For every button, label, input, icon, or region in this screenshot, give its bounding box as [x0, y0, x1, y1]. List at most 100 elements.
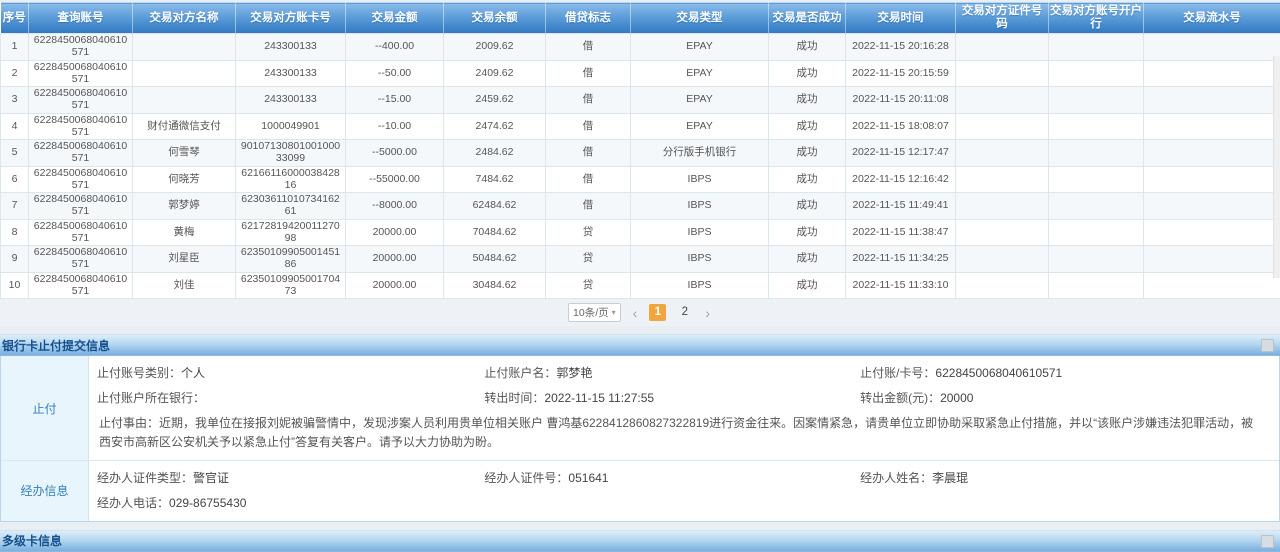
cell-dc-flag: 借: [545, 139, 631, 167]
cell-counterparty-id: [955, 245, 1049, 273]
cell-counterparty-card: 6235010990500145186: [235, 245, 346, 273]
cell-success: 成功: [768, 192, 846, 220]
cell-serial: [1143, 245, 1280, 273]
cell-type: EPAY: [630, 59, 769, 88]
field-label: 经办人姓名：: [860, 470, 933, 485]
column-header-counterparty-card: 交易对方账卡号: [235, 1, 346, 34]
column-header-amount: 交易金额: [345, 1, 444, 34]
cell-type: EPAY: [630, 33, 769, 61]
info-field: 经办人证件号：051641: [484, 469, 860, 486]
field-value: 郭梦艳: [556, 366, 593, 381]
stop-payment-reason-text: 止付事由：近期，我单位在接报刘妮被骗警情中，发现涉案人员利用贵单位相关账户 曹鸿…: [99, 416, 1254, 450]
transactions-table: 序号 查询账号 交易对方名称 交易对方账卡号 交易金额 交易余额 借贷标志 交易…: [0, 1, 1280, 300]
info-field: 止付账户名：郭梦艳: [484, 364, 860, 381]
transaction-row: 3 6228450068040610571 243300133 --15.00 …: [0, 86, 1280, 114]
cell-query-account: 6228450068040610571: [28, 165, 133, 194]
cell-counterparty-bank: [1048, 245, 1144, 273]
cell-amount: --50.00: [345, 59, 444, 88]
cell-counterparty-name: 刘星臣: [132, 245, 236, 273]
cell-type: EPAY: [630, 112, 769, 141]
cell-counterparty-id: [955, 271, 1049, 300]
cell-serial: [1143, 165, 1280, 194]
cell-counterparty-name: [132, 33, 236, 61]
column-header-success: 交易是否成功: [768, 1, 846, 34]
cell-success: 成功: [768, 112, 846, 141]
cell-counterparty-name: 财付通微信支付: [132, 112, 236, 141]
cell-dc-flag: 贷: [545, 271, 631, 300]
cell-dc-flag: 贷: [545, 245, 631, 273]
cell-amount: --15.00: [345, 86, 444, 114]
cell-query-account: 6228450068040610571: [28, 139, 133, 167]
cell-counterparty-name: 郭梦婷: [132, 192, 236, 220]
field-label: 止付账/卡号：: [860, 366, 936, 381]
field-value: 20000: [940, 391, 974, 406]
info-field: 经办人证件类型：警官证: [97, 469, 484, 486]
cell-dc-flag: 借: [545, 59, 631, 88]
next-page-icon[interactable]: ›: [705, 304, 710, 321]
field-value: 警官证: [193, 470, 230, 485]
cell-counterparty-name: 何晓芳: [132, 165, 236, 194]
cell-counterparty-card: 6230361101073416261: [235, 192, 346, 220]
field-label: 经办人证件号：: [484, 470, 569, 485]
field-value: 个人: [181, 366, 206, 381]
cell-success: 成功: [768, 165, 846, 194]
cell-counterparty-bank: [1048, 33, 1144, 61]
cell-balance: 70484.62: [443, 218, 546, 247]
page-button-1[interactable]: 1: [649, 304, 667, 322]
page-size-select[interactable]: 10条/页 ▾: [568, 303, 621, 323]
cell-type: IBPS: [630, 271, 769, 300]
cell-counterparty-card: 243300133: [235, 33, 346, 61]
cell-counterparty-card: 243300133: [235, 86, 346, 114]
cell-counterparty-bank: [1048, 86, 1144, 114]
prev-page-icon[interactable]: ‹: [632, 304, 638, 321]
cell-dc-flag: 借: [545, 33, 631, 61]
cell-amount: 20000.00: [345, 218, 444, 247]
cell-time: 2022-11-15 12:16:42: [845, 165, 956, 194]
cell-serial: [1143, 192, 1280, 220]
transactions-header-row: 序号 查询账号 交易对方名称 交易对方账卡号 交易金额 交易余额 借贷标志 交易…: [0, 1, 1280, 34]
transaction-row: 9 6228450068040610571 刘星臣 62350109905001…: [0, 245, 1280, 273]
cell-dc-flag: 借: [545, 112, 631, 141]
cell-amount: 20000.00: [345, 245, 444, 273]
cell-counterparty-id: [955, 192, 1049, 220]
vertical-scrollbar[interactable]: [1273, 56, 1280, 278]
cell-counterparty-card: 1000049901: [235, 112, 346, 141]
cell-time: 2022-11-15 20:11:08: [845, 86, 956, 114]
cell-time: 2022-11-15 20:16:28: [845, 33, 956, 61]
cell-seq: 3: [0, 86, 29, 114]
agent-info-group: 经办信息 经办人证件类型：警官证 经办人证件号：051641 经办人姓名：李晨琨: [1, 460, 1279, 521]
cell-seq: 2: [0, 59, 29, 88]
stop-payment-group: 止付 止付账号类别：个人 止付账户名：郭梦艳 止付账/卡号：6228450068…: [1, 356, 1279, 461]
cell-seq: 1: [0, 33, 29, 61]
field-label: 经办人电话：: [97, 495, 170, 510]
stop-payment-section-bar: 银行卡止付提交信息: [0, 334, 1280, 357]
cell-counterparty-id: [955, 218, 1049, 247]
cell-serial: [1143, 33, 1280, 61]
cell-dc-flag: 借: [545, 86, 631, 114]
cell-counterparty-id: [955, 139, 1049, 167]
info-field: 止付账号类别：个人: [97, 364, 484, 381]
cell-query-account: 6228450068040610571: [28, 86, 133, 114]
info-field: 经办人姓名：李晨琨: [860, 469, 1271, 486]
cell-balance: 50484.62: [443, 245, 546, 273]
info-field: 转出金额(元)：20000: [860, 389, 1271, 406]
cell-counterparty-name: 黄梅: [132, 218, 236, 247]
cell-time: 2022-11-15 11:34:25: [845, 245, 956, 273]
cell-type: EPAY: [630, 86, 769, 114]
cell-amount: --55000.00: [345, 165, 444, 194]
transactions-table-container: 序号 查询账号 交易对方名称 交易对方账卡号 交易金额 交易余额 借贷标志 交易…: [0, 1, 1280, 300]
cell-balance: 7484.62: [443, 165, 546, 194]
cell-counterparty-id: [955, 33, 1049, 61]
cell-counterparty-name: [132, 86, 236, 114]
cell-counterparty-name: 刘佳: [132, 271, 236, 300]
collapse-icon[interactable]: [1261, 534, 1274, 548]
cell-balance: 2459.62: [443, 86, 546, 114]
cell-amount: --5000.00: [345, 139, 444, 167]
stop-payment-section-title: 银行卡止付提交信息: [2, 338, 111, 353]
column-header-balance: 交易余额: [443, 1, 546, 34]
page-button-2[interactable]: 2: [681, 306, 689, 319]
collapse-icon[interactable]: [1261, 339, 1274, 353]
cell-type: IBPS: [630, 165, 769, 194]
cell-amount: --8000.00: [345, 192, 444, 220]
multi-card-section-title: 多级卡信息: [2, 534, 63, 549]
